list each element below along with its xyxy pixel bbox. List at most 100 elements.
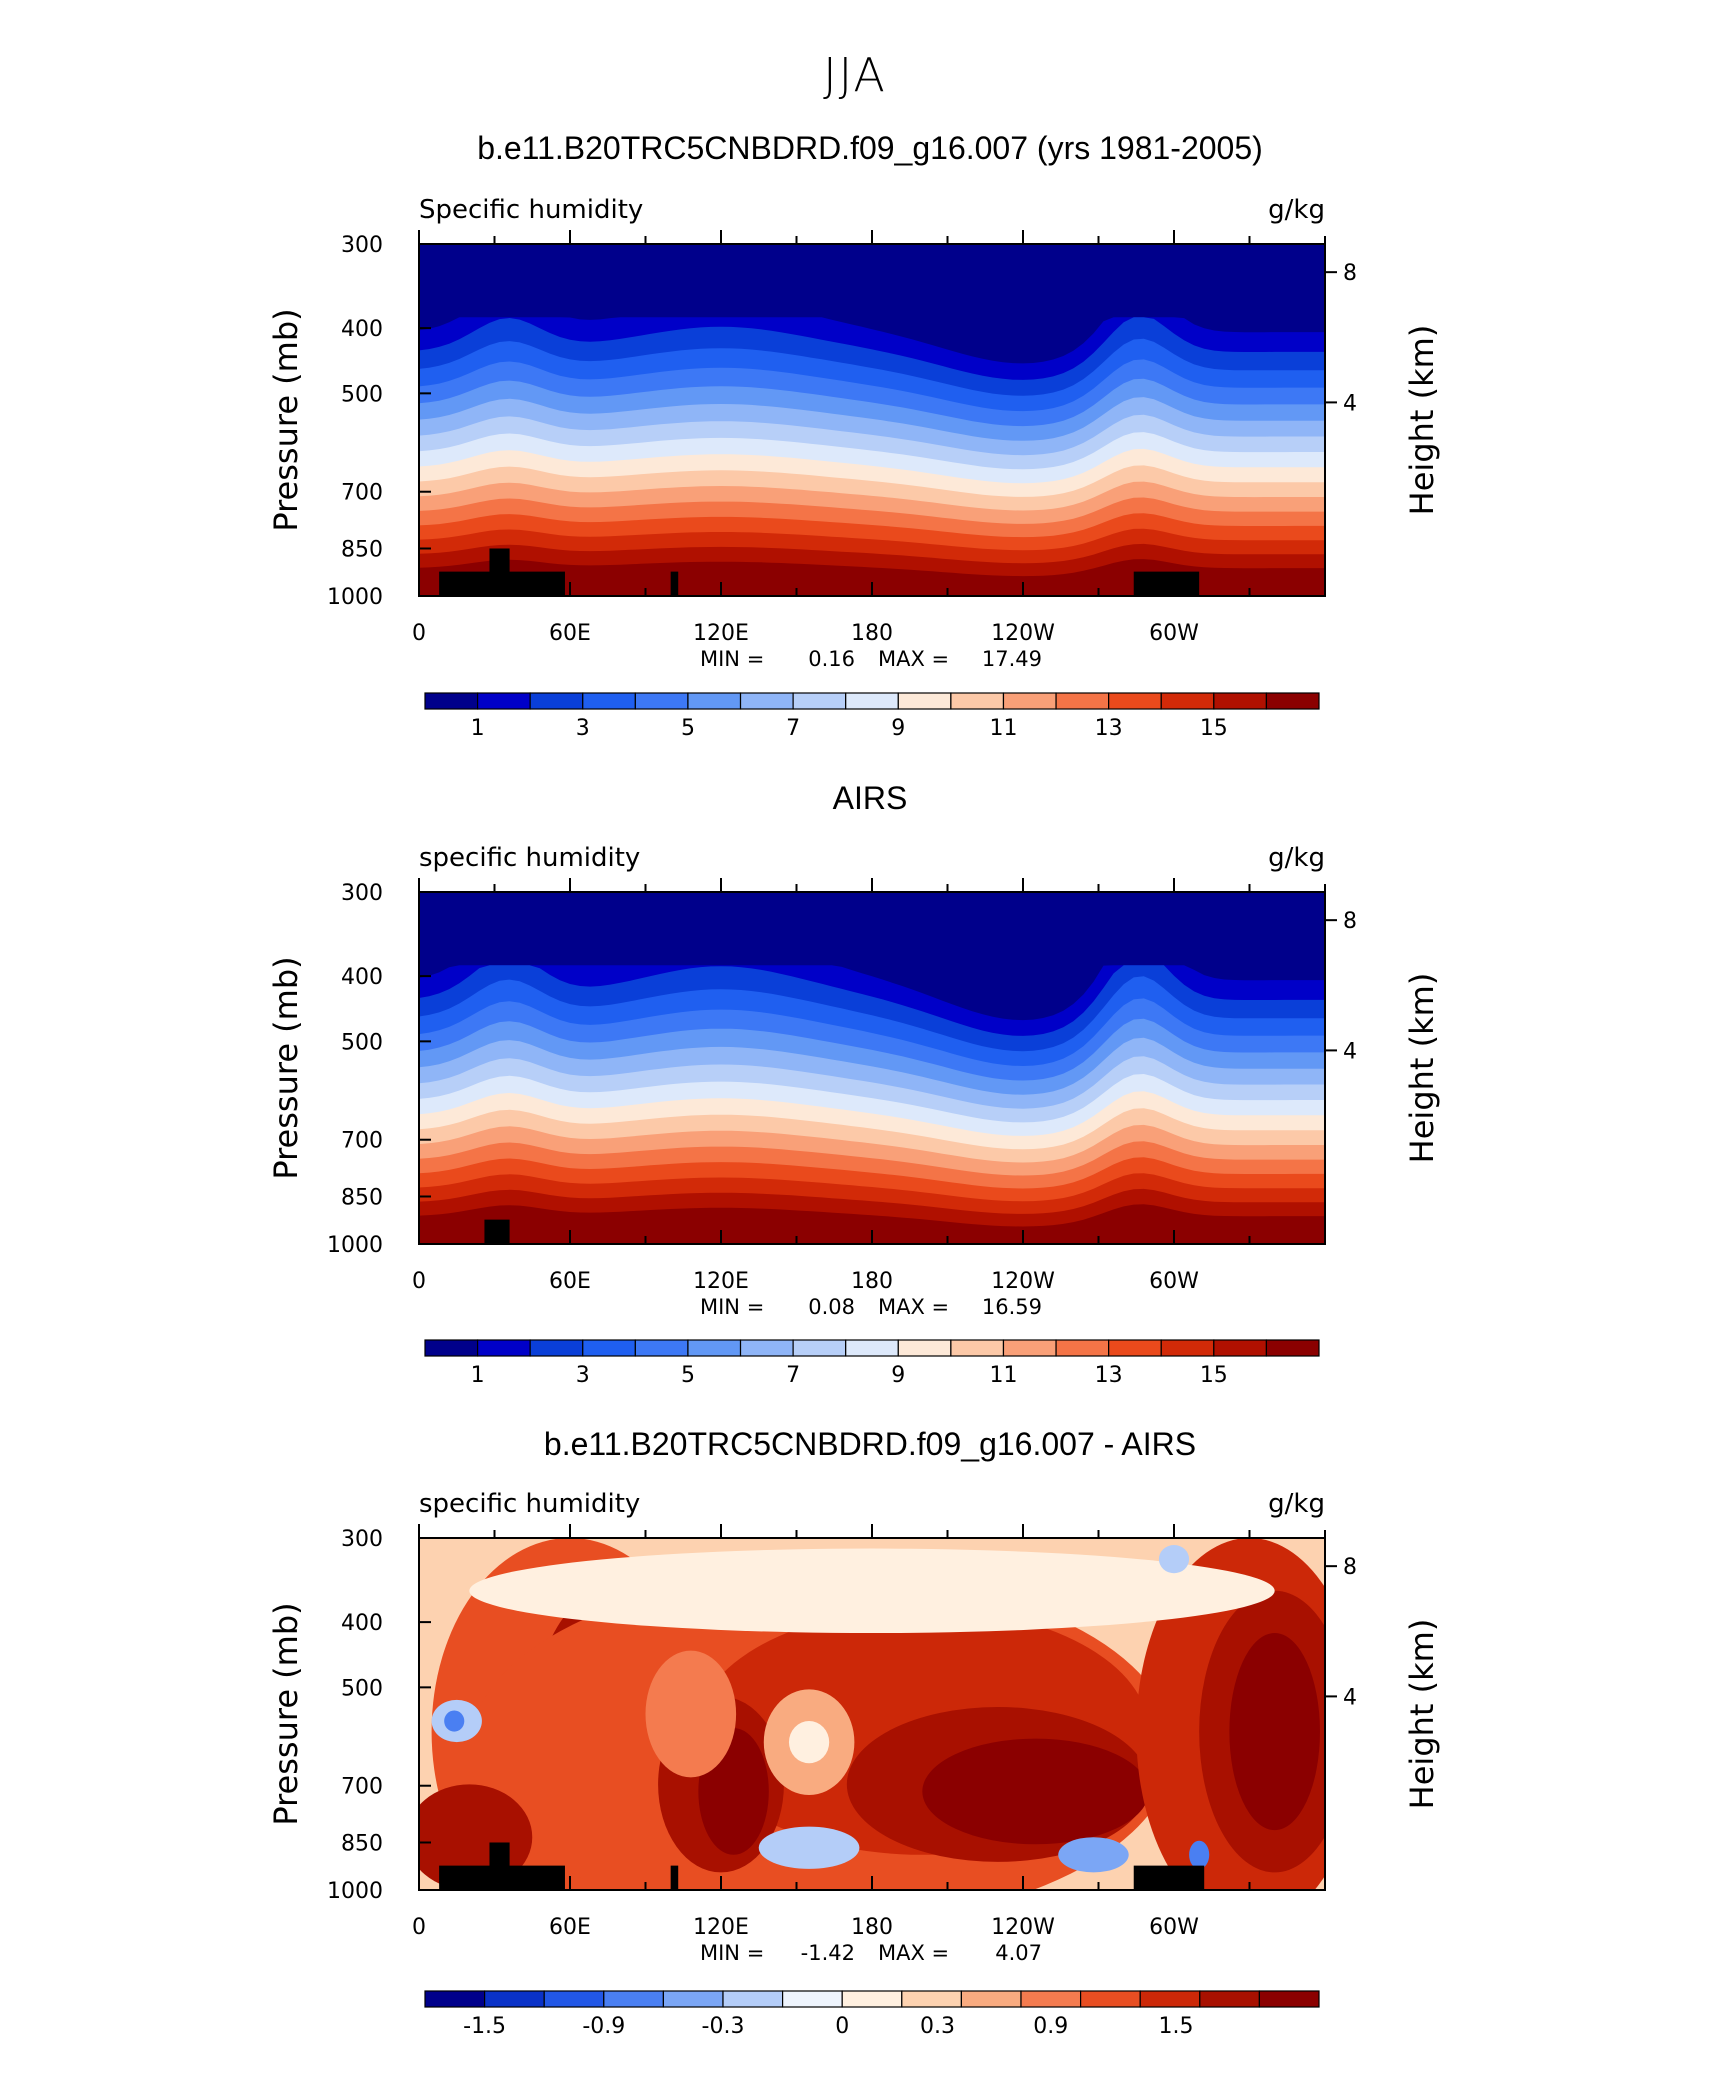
colorbar-label: 11: [989, 716, 1017, 741]
max-label: MAX =: [878, 647, 949, 671]
colorbar-label: 1: [471, 1363, 485, 1388]
min-value: 0.08: [808, 1295, 855, 1319]
units-label: g/kg: [1268, 195, 1325, 225]
colorbar-swatch: [424, 692, 479, 710]
colorbar-swatch: [1213, 1339, 1268, 1357]
colorbar-swatch: [582, 692, 636, 710]
colorbar-swatch: [1108, 1339, 1162, 1357]
contour-field: [419, 1538, 1325, 1890]
y-tick-label: 1000: [327, 1233, 383, 1258]
colorbar-swatch: [634, 1339, 689, 1357]
max-value: 17.49: [982, 647, 1042, 671]
x-tick-label: 60W: [1149, 621, 1199, 646]
colorbar-label: 9: [891, 716, 905, 741]
colorbar-swatch: [960, 1990, 1022, 2008]
colorbar-swatch: [1055, 1339, 1110, 1357]
topography-mask: [489, 548, 510, 596]
max-value: 4.07: [995, 1941, 1042, 1965]
colorbar-swatch: [792, 1339, 847, 1357]
y-tick-label: 850: [341, 1831, 383, 1856]
y-axis-title: Pressure (mb): [267, 308, 305, 531]
y2-tick-label: 8: [1343, 1555, 1357, 1580]
y-tick-label: 400: [341, 1611, 383, 1636]
main-title: JJA: [823, 48, 887, 102]
colorbar-swatch: [722, 1990, 784, 2008]
topography-mask: [1133, 1865, 1205, 1890]
colorbar-label: 1: [471, 716, 485, 741]
y-tick-label: 850: [341, 537, 383, 562]
contour-band: [1189, 1840, 1210, 1869]
colorbar-swatch: [897, 1339, 952, 1357]
contour-band: [419, 1204, 1325, 1244]
contour-field: [419, 244, 1325, 596]
colorbar-swatch: [634, 692, 689, 710]
colorbar-label: -0.9: [582, 2014, 625, 2039]
max-value: 16.59: [982, 1295, 1042, 1319]
colorbar-swatch: [1002, 692, 1057, 710]
y-tick-label: 700: [341, 481, 383, 506]
min-label: MIN =: [700, 1295, 764, 1319]
y-tick-label: 300: [341, 881, 383, 906]
colorbar-swatch: [897, 692, 952, 710]
colorbar-label: 3: [576, 1363, 590, 1388]
panel-title-model: b.e11.B20TRC5CNBDRD.f09_g16.007 (yrs 198…: [477, 130, 1263, 166]
y2-axis-title: Height (km): [1403, 973, 1441, 1164]
colorbar-swatch: [1258, 1990, 1320, 2008]
min-value: -1.42: [801, 1941, 855, 1965]
colorbar-label: 3: [576, 716, 590, 741]
colorbar-swatch: [687, 1339, 742, 1357]
x-tick-label: 120E: [693, 1269, 749, 1294]
variable-label: Specific humidity: [419, 195, 643, 225]
contour-band: [444, 1710, 465, 1732]
colorbar-swatch: [484, 1990, 545, 2008]
colorbar-swatch: [603, 1990, 664, 2008]
colorbar-swatch: [1213, 692, 1268, 710]
colorbar-swatch: [781, 1990, 843, 2008]
units-label: g/kg: [1268, 1489, 1325, 1519]
contour-band: [1158, 1545, 1190, 1574]
y-tick-label: 300: [341, 233, 383, 258]
colorbar-label: 13: [1095, 716, 1123, 741]
colorbar-swatch: [476, 692, 531, 710]
contour-band: [419, 559, 1325, 596]
y2-axis-title: Height (km): [1403, 1619, 1441, 1810]
colorbar-swatch: [662, 1990, 724, 2008]
colorbar-swatch: [1055, 692, 1110, 710]
colorbar-swatch: [582, 1339, 636, 1357]
topography-mask: [489, 1842, 510, 1890]
contour-band: [922, 1738, 1149, 1845]
colorbar-label: 0: [835, 2014, 849, 2039]
topography-mask: [670, 1865, 679, 1890]
colorbar-swatch: [687, 692, 742, 710]
colorbar-swatch: [1108, 692, 1162, 710]
units-label: g/kg: [1268, 843, 1325, 873]
variable-label: specific humidity: [419, 1489, 640, 1519]
x-tick-label: 180: [851, 1269, 893, 1294]
y-tick-label: 1000: [327, 1879, 383, 1904]
colorbar-swatch: [1199, 1990, 1261, 2008]
colorbar-swatch: [424, 1990, 486, 2008]
x-tick-label: 120W: [991, 1915, 1055, 1940]
contour-band: [1058, 1837, 1129, 1873]
colorbar-label: -0.3: [702, 2014, 745, 2039]
colorbar-swatch: [1020, 1990, 1082, 2008]
colorbar-label: 0.3: [920, 2014, 955, 2039]
contour-field: [419, 892, 1325, 1244]
min-value: 0.16: [808, 647, 855, 671]
y-tick-label: 500: [341, 1030, 383, 1055]
x-tick-label: 120W: [991, 1269, 1055, 1294]
y-tick-label: 400: [341, 317, 383, 342]
x-tick-label: 120W: [991, 621, 1055, 646]
y2-tick-label: 8: [1343, 261, 1357, 286]
colorbar-swatch: [739, 1339, 794, 1357]
topography-mask: [484, 1219, 510, 1244]
colorbar-swatch: [1265, 1339, 1320, 1357]
colorbar-swatch: [1139, 1990, 1201, 2008]
colorbar-label: 7: [786, 1363, 800, 1388]
colorbar-label: 5: [681, 1363, 695, 1388]
colorbar-label: 5: [681, 716, 695, 741]
x-tick-label: 180: [851, 1915, 893, 1940]
colorbar-swatch: [901, 1990, 962, 2008]
y-tick-label: 1000: [327, 585, 383, 610]
colorbar-swatch: [543, 1990, 605, 2008]
